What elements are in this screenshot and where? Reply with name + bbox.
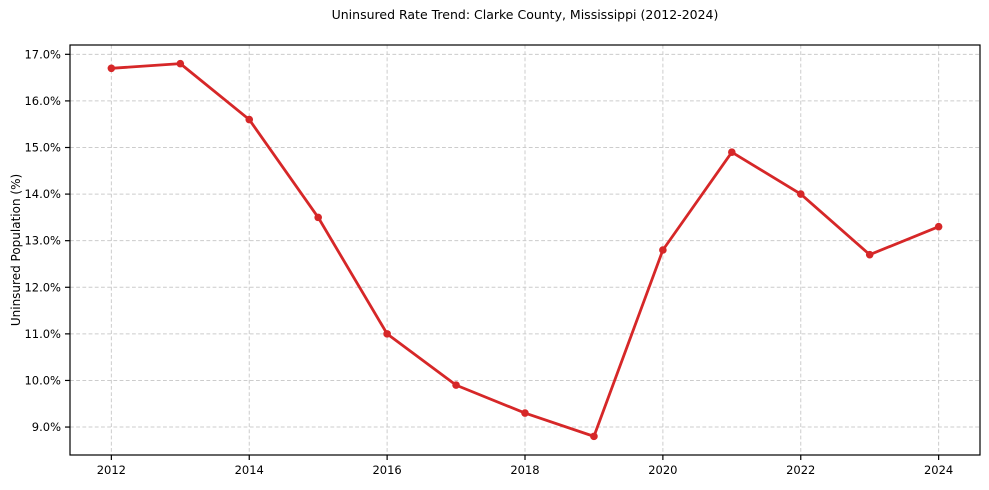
data-point-marker xyxy=(659,246,667,254)
data-point-marker xyxy=(728,148,736,156)
x-tick-label: 2018 xyxy=(510,463,539,477)
x-tick-label: 2020 xyxy=(648,463,677,477)
data-point-marker xyxy=(796,190,805,198)
y-tick-label: 15.0% xyxy=(24,141,61,155)
data-point-marker xyxy=(314,213,322,222)
y-tick-label: 13.0% xyxy=(24,234,61,248)
data-point-marker xyxy=(107,64,116,73)
data-point-marker xyxy=(521,409,529,417)
y-tick-label: 10.0% xyxy=(24,373,61,387)
chart-title: Uninsured Rate Trend: Clarke County, Mis… xyxy=(331,7,719,22)
x-tick-label: 2016 xyxy=(372,463,401,477)
data-point-marker xyxy=(590,432,598,441)
y-tick-label: 17.0% xyxy=(24,47,61,61)
y-tick-label: 11.0% xyxy=(24,327,61,341)
x-tick-label: 2024 xyxy=(924,463,953,477)
data-point-marker xyxy=(383,330,391,338)
x-tick-label: 2014 xyxy=(235,463,264,477)
data-point-marker xyxy=(934,222,943,231)
data-point-marker xyxy=(452,381,460,389)
x-tick-label: 2012 xyxy=(97,463,126,477)
x-tick-label: 2022 xyxy=(786,463,815,477)
y-tick-label: 14.0% xyxy=(24,187,61,201)
y-tick-label: 16.0% xyxy=(24,94,61,108)
data-point-marker xyxy=(176,59,185,68)
data-point-marker xyxy=(245,115,254,124)
y-axis-label: Uninsured Population (%) xyxy=(9,173,23,327)
data-point-marker xyxy=(865,250,874,259)
y-tick-label: 9.0% xyxy=(32,420,61,434)
y-tick-label: 12.0% xyxy=(24,280,61,294)
